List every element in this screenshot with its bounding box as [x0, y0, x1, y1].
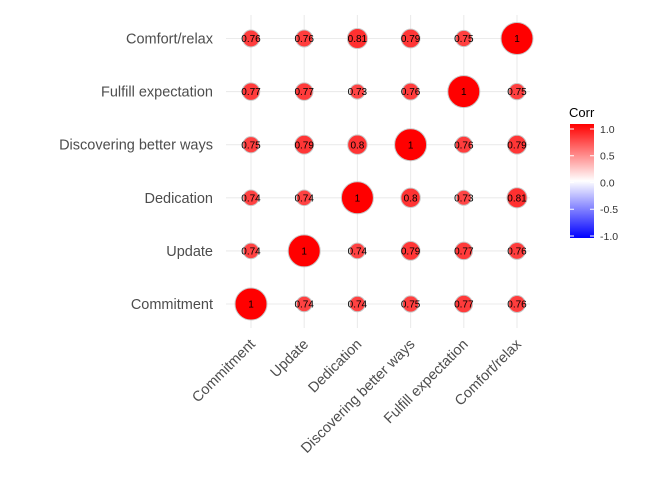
corr-circle-dedication-update	[349, 242, 366, 260]
corr-value-label: 0.74	[348, 300, 368, 311]
corr-value-label: 0.8	[350, 140, 364, 151]
corr-value-label: 0.81	[348, 34, 368, 45]
corr-circle-discovering-better-ways-dedication	[400, 187, 421, 209]
corr-value-label: 0.79	[294, 140, 314, 151]
y-axis-labels: Commitment Update Dedication Discovering be…	[59, 32, 214, 314]
corr-value-label: 0.74	[348, 247, 368, 258]
corr-value-label: 0.79	[507, 140, 527, 151]
y-tick-label-discovering-better-ways: Discovering better ways	[59, 138, 213, 154]
x-tick-label-commitment: Commitment	[189, 337, 258, 406]
correlation-circles	[234, 22, 534, 321]
corr-value-label: 0.8	[404, 193, 418, 204]
corr-circle-comfort-relax-discovering-better-ways	[507, 134, 527, 155]
corr-circle-fulfill-expectation-discovering-better-ways	[454, 135, 473, 154]
corr-circle-update-update	[287, 234, 321, 268]
y-tick-label-comfort-relax: Comfort/relax	[126, 32, 214, 48]
corr-value-label: 0.76	[241, 34, 261, 45]
legend-colorbar	[570, 124, 594, 238]
corr-value-label: 0.79	[401, 247, 421, 258]
corr-value-label: 0.76	[401, 87, 421, 98]
corr-circle-comfort-relax-comfort-relax	[500, 22, 534, 55]
corr-circle-fulfill-expectation-update	[454, 241, 474, 261]
corr-circle-discovering-better-ways-commitment	[401, 295, 420, 313]
corr-value-label: 1	[461, 87, 467, 98]
corr-value-label: 0.75	[454, 34, 474, 45]
corr-value-label: 0.75	[401, 300, 421, 311]
corr-circle-fulfill-expectation-comfort-relax	[455, 29, 473, 48]
legend-tick-label: 0.5	[600, 151, 615, 163]
corr-circle-fulfill-expectation-commitment	[454, 294, 474, 314]
corr-circle-comfort-relax-dedication	[506, 187, 528, 209]
corr-circle-commitment-discovering-better-ways	[242, 136, 260, 154]
y-tick-label-dedication: Dedication	[144, 191, 213, 207]
corr-value-label: 1	[355, 193, 361, 204]
corr-circle-commitment-commitment	[234, 287, 268, 321]
legend-tick-label: -0.5	[600, 204, 618, 216]
corr-circle-discovering-better-ways-update	[400, 241, 421, 261]
corr-value-label: 0.76	[294, 34, 314, 45]
corr-circle-commitment-dedication	[242, 189, 260, 207]
corr-circle-discovering-better-ways-comfort-relax	[400, 28, 421, 49]
legend-tick-label: -1.0	[600, 231, 618, 243]
corr-value-label: 0.79	[401, 34, 421, 45]
legend-tick-label: 0.0	[600, 177, 615, 189]
corr-value-label: 1	[514, 34, 520, 45]
corr-value-label: 0.77	[454, 300, 474, 311]
corr-circle-commitment-fulfill-expectation	[241, 82, 261, 101]
corr-circle-update-fulfill-expectation	[294, 82, 314, 101]
corr-value-label: 0.75	[241, 140, 261, 151]
corr-circle-discovering-better-ways-discovering-better-ways	[394, 128, 428, 162]
corr-value-label: 0.74	[241, 247, 261, 258]
corr-value-label: 0.75	[507, 87, 527, 98]
corr-value-label: 0.74	[294, 300, 314, 311]
corr-circle-update-discovering-better-ways	[294, 134, 315, 155]
corr-circle-update-dedication	[295, 189, 313, 207]
corr-circle-comfort-relax-commitment	[508, 295, 526, 313]
color-legend: Corr 1.0 0.5 0.0 -0.5 -1.0	[569, 105, 618, 243]
corr-circle-dedication-commitment	[349, 295, 366, 313]
y-tick-label-update: Update	[166, 244, 213, 260]
legend-ticks: 1.0 0.5 0.0 -0.5 -1.0	[570, 124, 618, 243]
corr-circle-commitment-comfort-relax	[242, 29, 260, 48]
corr-circle-dedication-dedication	[340, 181, 374, 215]
corr-circle-update-comfort-relax	[295, 29, 314, 48]
corr-circle-comfort-relax-update	[508, 241, 526, 260]
corr-circle-dedication-discovering-better-ways	[347, 134, 368, 155]
corr-value-label: 1	[408, 140, 414, 151]
corr-value-label: 0.81	[507, 193, 527, 204]
corr-value-label: 1	[248, 300, 254, 311]
corr-value-label: 0.76	[507, 300, 527, 311]
corr-value-label: 0.73	[454, 193, 474, 204]
corr-value-label: 0.76	[454, 140, 474, 151]
corr-circle-discovering-better-ways-fulfill-expectation	[401, 82, 420, 101]
corr-circle-fulfill-expectation-fulfill-expectation	[447, 75, 481, 109]
corr-value-label: 0.74	[241, 193, 261, 204]
corr-value-label: 0.76	[507, 247, 527, 258]
corr-circle-comfort-relax-fulfill-expectation	[508, 82, 526, 101]
corr-circle-commitment-update	[242, 242, 260, 260]
corr-value-label: 0.77	[241, 87, 261, 98]
corr-circle-update-commitment	[295, 295, 313, 313]
corr-value-label: 0.74	[294, 193, 314, 204]
corr-circle-dedication-fulfill-expectation	[349, 83, 366, 100]
x-tick-label-update: Update	[268, 337, 312, 381]
y-tick-label-commitment: Commitment	[131, 297, 213, 313]
cell-labels: 1 0.74 0.74 0.75 0.77 0.76 0.74 1 0.74 0.79 0.77 0.…	[241, 34, 527, 311]
legend-title: Corr	[569, 105, 595, 120]
legend-tick-label: 1.0	[600, 124, 615, 136]
corr-value-label: 1	[301, 247, 307, 258]
corr-circle-dedication-comfort-relax	[346, 27, 368, 50]
corr-circle-fulfill-expectation-dedication	[455, 189, 472, 206]
y-tick-label-fulfill-expectation: Fulfill expectation	[101, 85, 213, 101]
corr-value-label: 0.73	[348, 87, 368, 98]
corr-value-label: 0.77	[294, 87, 314, 98]
grid-lines	[226, 15, 530, 328]
corr-value-label: 0.77	[454, 247, 474, 258]
